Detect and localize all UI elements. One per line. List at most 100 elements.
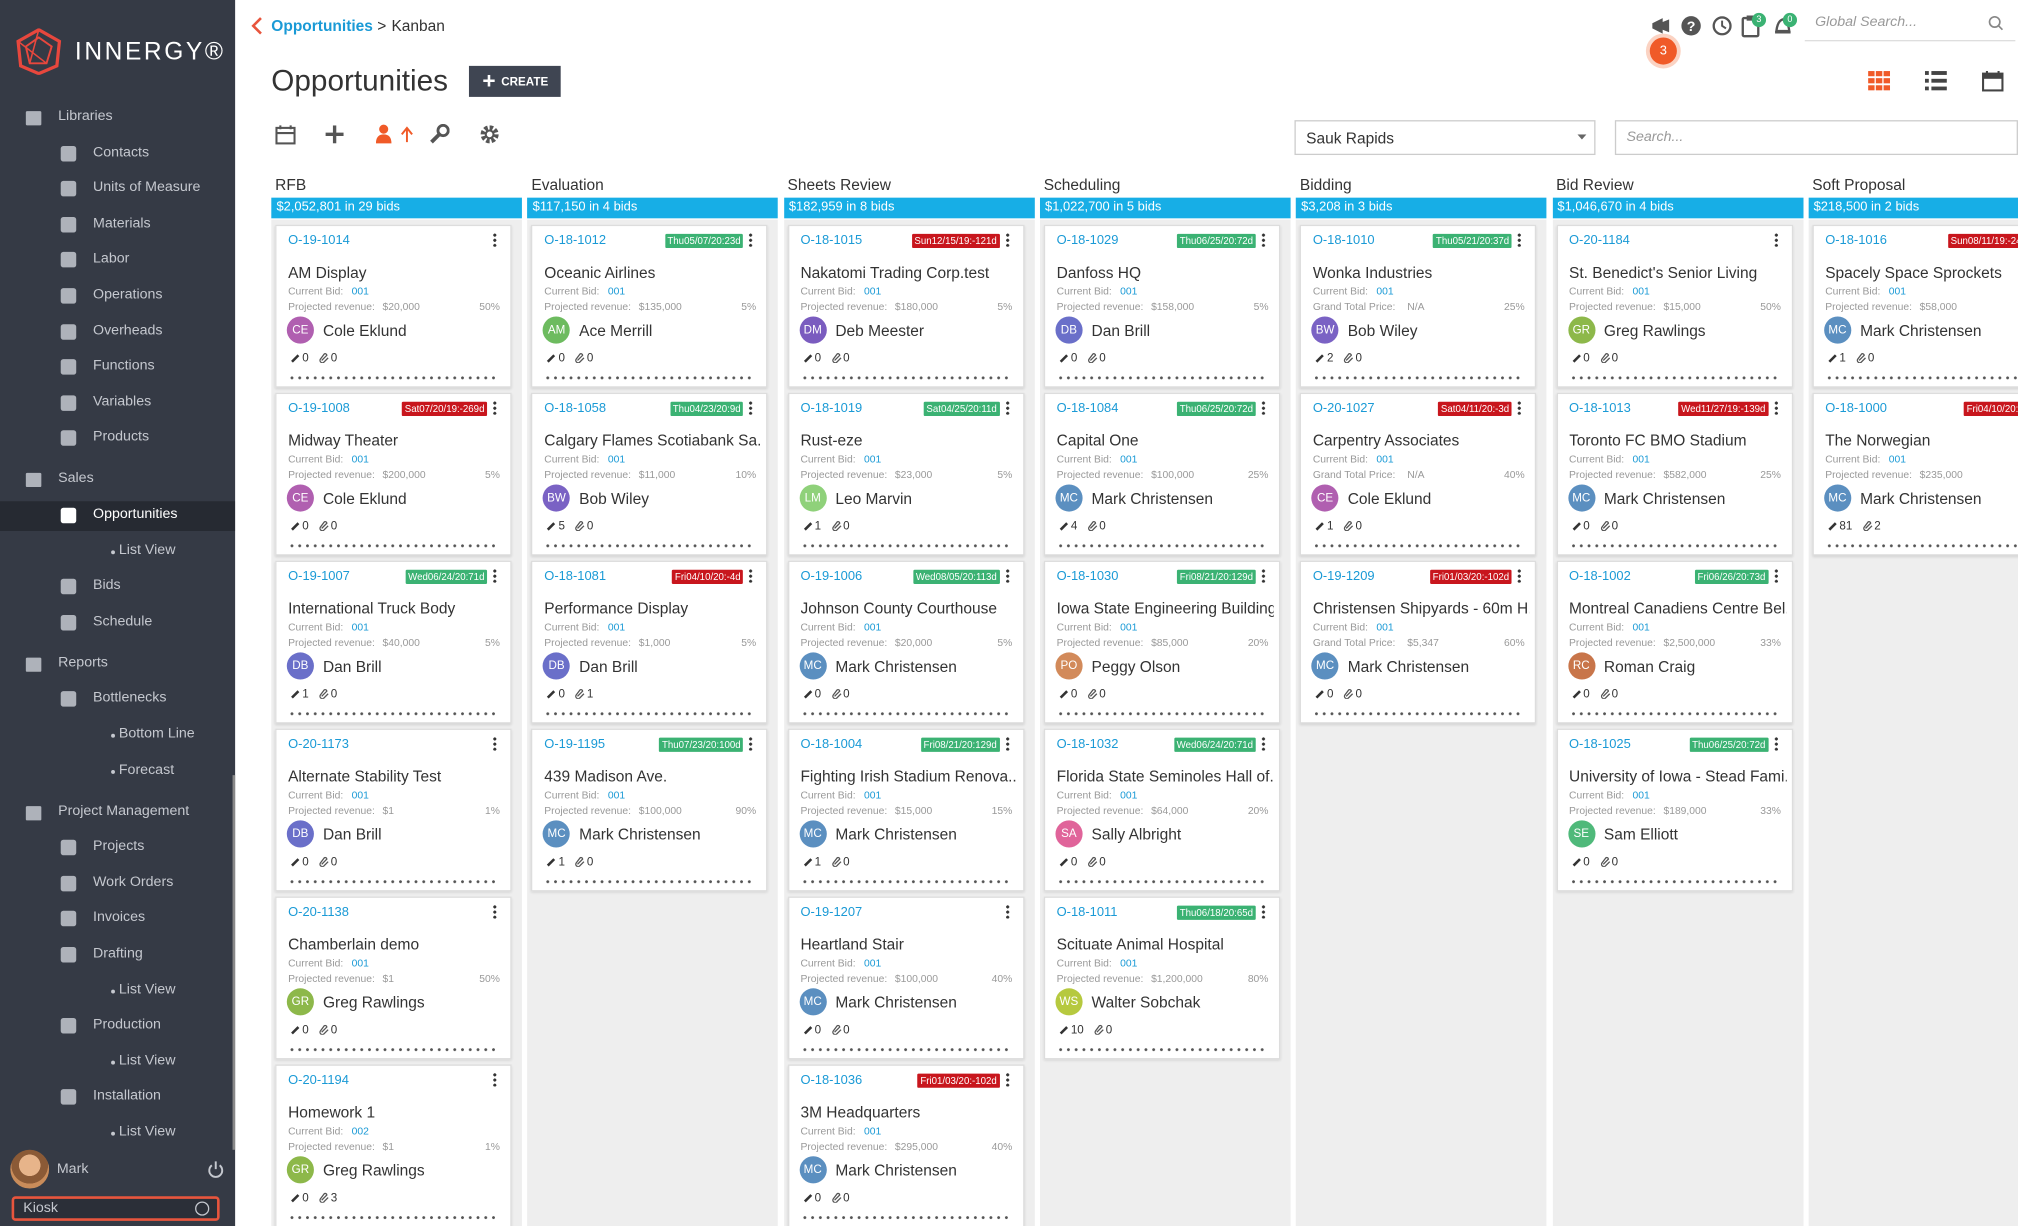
nav-subitem[interactable]: List View: [118, 542, 176, 558]
bid-value[interactable]: 001: [1632, 621, 1650, 634]
bid-value[interactable]: 001: [1376, 285, 1394, 298]
nav-item[interactable]: Materials: [93, 215, 151, 231]
opportunity-card[interactable]: O-18-1025 Thu06/25/20:72d University of Io…: [1556, 728, 1793, 892]
card-title[interactable]: Danfoss HQ: [1056, 263, 1142, 282]
card-title[interactable]: Capital One: [1056, 431, 1139, 450]
list-view[interactable]: [1924, 71, 1947, 91]
calendar-tool[interactable]: [275, 124, 296, 145]
help-icon[interactable]: ?: [1681, 16, 1702, 37]
card-menu[interactable]: [492, 1072, 498, 1087]
person-name[interactable]: Peggy Olson: [1091, 657, 1181, 676]
bid-value[interactable]: 001: [351, 453, 369, 466]
card-id[interactable]: O-19-1209: [1312, 569, 1375, 584]
card-menu[interactable]: [1004, 904, 1010, 919]
search-icon[interactable]: [1988, 15, 2004, 32]
card-id[interactable]: O-18-1032: [1056, 737, 1119, 752]
card-title[interactable]: Rust-eze: [800, 431, 863, 450]
person-name[interactable]: Sally Albright: [1091, 825, 1182, 844]
bid-value[interactable]: 001: [1888, 285, 1906, 298]
card-id[interactable]: O-18-1084: [1056, 401, 1119, 416]
person-name[interactable]: Dan Brill: [579, 657, 638, 676]
card-title[interactable]: Spacely Space Sprockets: [1825, 263, 2002, 282]
opportunity-card[interactable]: O-19-1209 Fri01/03/20:-102d Christensen Sh…: [1299, 560, 1537, 724]
card-menu[interactable]: [1260, 568, 1266, 583]
create-plus-icon[interactable]: [483, 74, 495, 87]
bid-value[interactable]: 001: [351, 621, 369, 634]
opportunity-card[interactable]: O-19-1008 Sat07/20/19:-269d Midway Theater…: [275, 392, 512, 556]
opportunity-card[interactable]: O-19-1007 Wed06/24/20:71d International Tr…: [275, 560, 512, 724]
person-name[interactable]: Dan Brill: [322, 825, 382, 844]
nav-item[interactable]: Variables: [93, 393, 152, 410]
card-title[interactable]: Oceanic Airlines: [544, 263, 656, 282]
person-name[interactable]: Mark Christensen: [835, 1161, 957, 1180]
card-menu[interactable]: [1516, 232, 1523, 247]
add-tool[interactable]: [325, 125, 344, 144]
nav-subitem[interactable]: List View: [118, 1123, 176, 1140]
card-id[interactable]: O-18-1016: [1825, 233, 1887, 249]
card-id[interactable]: O-19-1014: [288, 233, 350, 249]
card-id[interactable]: O-19-1007: [288, 569, 350, 584]
person-name[interactable]: Cole Eklund: [322, 321, 407, 340]
nav-item[interactable]: Bids: [93, 577, 121, 594]
person-name[interactable]: Mark Christensen: [835, 993, 957, 1012]
card-id[interactable]: O-18-1000: [1825, 401, 1887, 416]
power-icon[interactable]: [207, 1160, 225, 1178]
card-id[interactable]: O-18-1015: [800, 233, 863, 249]
card-menu[interactable]: [748, 232, 754, 247]
card-id[interactable]: O-20-1184: [1569, 233, 1630, 249]
card-menu[interactable]: [1260, 232, 1266, 247]
bid-value[interactable]: 001: [351, 789, 369, 801]
opportunity-card[interactable]: O-20-1194 Homework 1 Current Bid: 002 Projec…: [275, 1064, 512, 1226]
person-name[interactable]: Mark Christensen: [1860, 489, 1982, 508]
opportunity-card[interactable]: O-18-1029 Thu06/25/20:72d Danfoss HQ Curren…: [1043, 224, 1281, 388]
card-id[interactable]: O-18-1025: [1569, 737, 1631, 752]
card-title[interactable]: 439 Madison Ave.: [544, 767, 668, 786]
bid-value[interactable]: 001: [1888, 453, 1906, 466]
card-menu[interactable]: [1004, 400, 1010, 415]
card-menu[interactable]: [492, 400, 498, 415]
grid-view[interactable]: [1868, 71, 1891, 91]
card-menu[interactable]: [1004, 1072, 1010, 1087]
history-icon[interactable]: [1712, 16, 1733, 37]
card-menu[interactable]: [1516, 400, 1523, 415]
opportunity-card[interactable]: O-18-1013 Wed11/27/19:-139d Toronto FC BMO…: [1556, 392, 1793, 556]
opportunity-card[interactable]: O-20-1184 St. Benedict's Senior Living Cur…: [1556, 224, 1793, 388]
opportunity-card[interactable]: O-18-1011 Thu06/18/20:65d Scituate Animal …: [1043, 896, 1281, 1060]
nav-item[interactable]: Operations: [93, 286, 163, 303]
card-title[interactable]: Chamberlain demo: [288, 935, 420, 954]
card-menu[interactable]: [1773, 400, 1779, 415]
card-id[interactable]: O-18-1058: [544, 401, 607, 416]
opportunity-card[interactable]: O-19-1195 Thu07/23/20:100d 439 Madison Ave…: [531, 728, 768, 892]
calendar-view[interactable]: [1982, 70, 2004, 92]
person-name[interactable]: Mark Christensen: [1860, 321, 1982, 340]
bid-value[interactable]: 001: [863, 285, 882, 298]
card-title[interactable]: Montreal Canadiens Centre Bel...: [1569, 599, 1787, 618]
card-menu[interactable]: [1773, 736, 1779, 751]
wrench-tool[interactable]: [429, 124, 450, 145]
person-name[interactable]: Deb Meester: [835, 321, 925, 340]
opportunity-card[interactable]: O-18-1032 Wed06/24/20:71d Florida State Se…: [1043, 728, 1281, 892]
card-title[interactable]: Scituate Animal Hospital: [1056, 935, 1224, 954]
card-menu[interactable]: [492, 568, 498, 583]
opportunity-card[interactable]: O-18-1019 Sat04/25/20:11d Rust-eze Current …: [787, 392, 1024, 556]
nav-section[interactable]: Sales: [58, 470, 94, 487]
nav-item[interactable]: Contacts: [93, 144, 150, 160]
bid-value[interactable]: 001: [1632, 789, 1650, 801]
kiosk-box[interactable]: Kiosk: [11, 1196, 220, 1221]
person-name[interactable]: Mark Christensen: [1347, 657, 1470, 676]
opportunity-card[interactable]: O-20-1173 Alternate Stability Test Current…: [275, 728, 512, 892]
opportunity-card[interactable]: O-18-1004 Fri08/21/20:129d Fighting Irish …: [787, 728, 1024, 892]
person-name[interactable]: Cole Eklund: [1347, 489, 1432, 508]
person-name[interactable]: Bob Wiley: [1347, 321, 1418, 340]
person-name[interactable]: Mark Christensen: [835, 657, 957, 676]
card-id[interactable]: O-19-1195: [544, 737, 606, 752]
person-name[interactable]: Walter Sobchak: [1091, 993, 1201, 1012]
settings-tool[interactable]: [479, 124, 500, 145]
opportunity-card[interactable]: O-18-1002 Fri06/26/20:73d Montreal Canadie…: [1556, 560, 1793, 724]
opportunity-card[interactable]: O-18-1012 Thu05/07/20:23d Oceanic Airlines…: [531, 224, 768, 388]
opportunity-card[interactable]: O-18-1010 Thu05/21/20:37d Wonka Industries…: [1299, 224, 1537, 388]
back-icon[interactable]: [251, 17, 264, 35]
bid-value[interactable]: 001: [607, 621, 626, 634]
bid-value[interactable]: 001: [1632, 285, 1650, 298]
card-title[interactable]: St. Benedict's Senior Living: [1569, 263, 1758, 282]
